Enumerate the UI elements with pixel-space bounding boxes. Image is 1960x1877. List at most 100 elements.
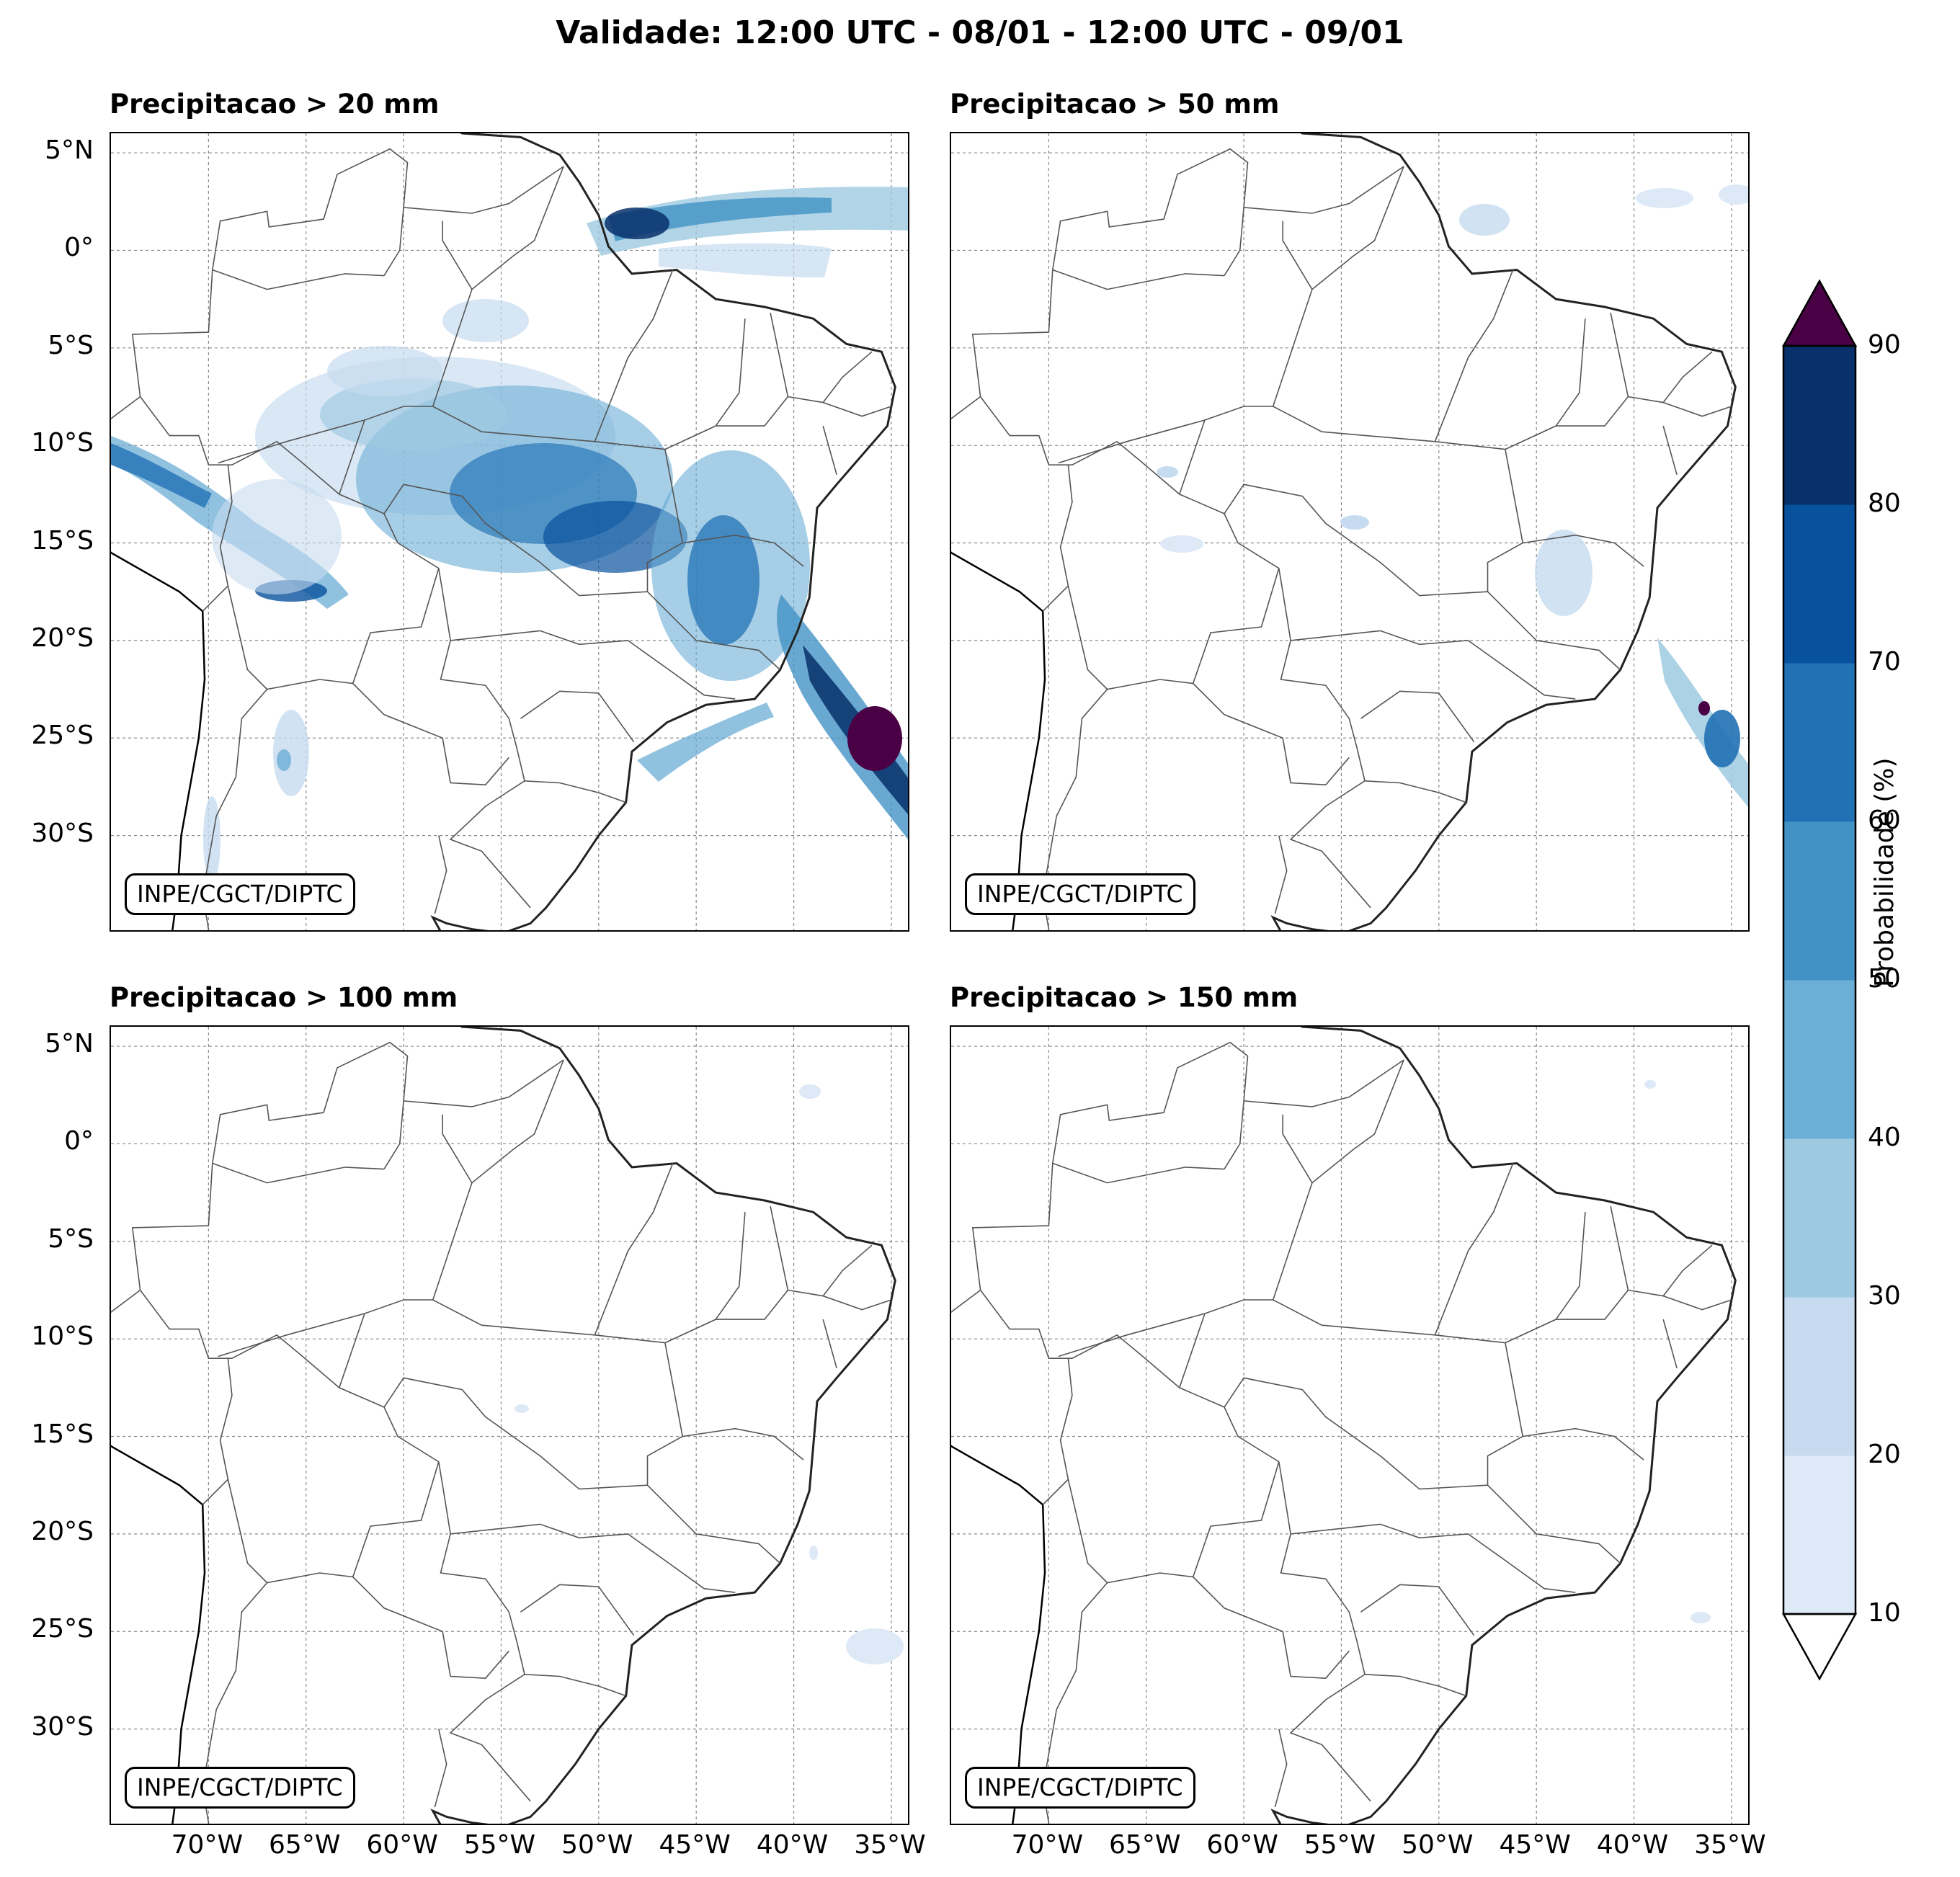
border-line — [1224, 1377, 1488, 1490]
lon-label: 35°W — [1694, 1830, 1766, 1860]
border-line — [352, 682, 509, 786]
gridlines — [111, 1027, 908, 1824]
border-line — [1291, 630, 1576, 700]
lat-label: 15°S — [31, 525, 94, 556]
border-line — [1042, 1358, 1073, 1505]
credit-label: INPE/CGCT/DIPTC — [125, 1767, 355, 1809]
colorbar-title: Probabilidade (%) — [1870, 757, 1899, 987]
border-line — [1274, 1729, 1288, 1808]
border-line — [471, 166, 564, 290]
lat-label: 20°S — [31, 1516, 94, 1546]
colorbar-tick-label: 80 — [1868, 489, 1901, 518]
border-line — [822, 1295, 892, 1311]
border-line — [1364, 780, 1466, 803]
border-line — [1555, 1212, 1586, 1320]
border-line — [1224, 483, 1488, 597]
border-line — [1274, 835, 1288, 914]
precip-shading — [1157, 184, 1748, 808]
border-line — [131, 1041, 564, 1290]
border-line — [1505, 312, 1629, 450]
map-100mm — [111, 1027, 908, 1824]
border-line — [450, 1523, 736, 1593]
border-line — [111, 396, 141, 419]
border-line — [1523, 534, 1644, 567]
gridlines — [951, 133, 1748, 930]
pacific-coastline — [951, 1445, 1046, 1824]
border-line — [715, 318, 746, 427]
lon-label: 65°W — [1109, 1830, 1181, 1860]
map-panel-100mm: INPE/CGCT/DIPTC — [110, 1025, 909, 1825]
border-line — [1555, 318, 1586, 427]
map-panel-50mm: INPE/CGCT/DIPTC — [950, 132, 1750, 932]
border-line — [1224, 1100, 1244, 1170]
colorbar-frame — [1782, 344, 1857, 1615]
border-line — [352, 1576, 509, 1680]
lon-label: 50°W — [1402, 1830, 1474, 1860]
colorbar-tick-label: 90 — [1868, 330, 1901, 360]
lat-label: 15°S — [31, 1419, 94, 1449]
border-line — [1364, 1674, 1466, 1697]
border-line — [1662, 1295, 1732, 1311]
border-line — [951, 396, 981, 419]
lat-label: 0° — [64, 233, 94, 263]
border-line — [383, 483, 648, 597]
border-line — [1628, 1244, 1713, 1297]
border-line — [1662, 425, 1678, 476]
colorbar-tick-label: 10 — [1868, 1598, 1901, 1628]
border-line — [339, 419, 365, 495]
border-line — [339, 1313, 365, 1388]
lat-label: 10°S — [31, 428, 94, 458]
lat-label: 25°S — [31, 1614, 94, 1644]
colorbar-under-arrow — [1781, 1613, 1858, 1681]
border-line — [971, 148, 1404, 397]
border-line — [218, 406, 665, 464]
coastline-and-borders — [111, 1027, 896, 1824]
border-line — [218, 1299, 665, 1357]
border-line — [1224, 207, 1244, 277]
precip-shading — [111, 187, 908, 883]
lon-label: 55°W — [463, 1830, 536, 1860]
border-line — [139, 396, 531, 909]
lat-label: 30°S — [31, 818, 94, 848]
border-line — [202, 465, 233, 612]
border-line — [979, 396, 1371, 909]
border-line — [1523, 1427, 1644, 1461]
border-line — [1360, 1584, 1475, 1636]
border-line — [520, 690, 635, 743]
colorbar-segment — [1783, 1297, 1856, 1456]
border-line — [788, 1244, 873, 1297]
precip-shading — [1644, 1080, 1711, 1623]
gridlines — [951, 1027, 1748, 1824]
atlantic-coastline — [430, 133, 896, 930]
border-line — [664, 1205, 789, 1344]
border-line — [951, 1289, 981, 1313]
colorbar-segment — [1783, 980, 1856, 1139]
border-line — [1662, 401, 1732, 417]
border-line — [1311, 166, 1404, 290]
lon-label: 60°W — [366, 1830, 438, 1860]
credit-label: INPE/CGCT/DIPTC — [965, 1767, 1195, 1809]
border-line — [1042, 465, 1073, 612]
colorbar-segment — [1783, 821, 1856, 981]
colorbar-tick-label: 50 — [1868, 964, 1901, 994]
border-line — [822, 425, 837, 476]
border-line — [1505, 1205, 1629, 1344]
lon-label: 40°W — [756, 1830, 829, 1860]
precip-shading — [514, 1084, 904, 1664]
border-line — [971, 1041, 1404, 1290]
border-line — [682, 1427, 804, 1461]
border-line — [1193, 1576, 1350, 1680]
colorbar-segments — [1783, 346, 1856, 1615]
border-line — [1628, 351, 1713, 404]
lon-label: 70°W — [1011, 1830, 1084, 1860]
lat-label: 5°S — [48, 1223, 94, 1254]
border-line — [682, 534, 804, 567]
border-line — [450, 630, 736, 700]
border-line — [1058, 1299, 1505, 1357]
border-line — [715, 1212, 746, 1320]
border-line — [1179, 419, 1206, 495]
border-line — [594, 1163, 674, 1336]
border-line — [202, 1358, 233, 1505]
border-line — [212, 269, 385, 290]
lon-label: 60°W — [1206, 1830, 1278, 1860]
